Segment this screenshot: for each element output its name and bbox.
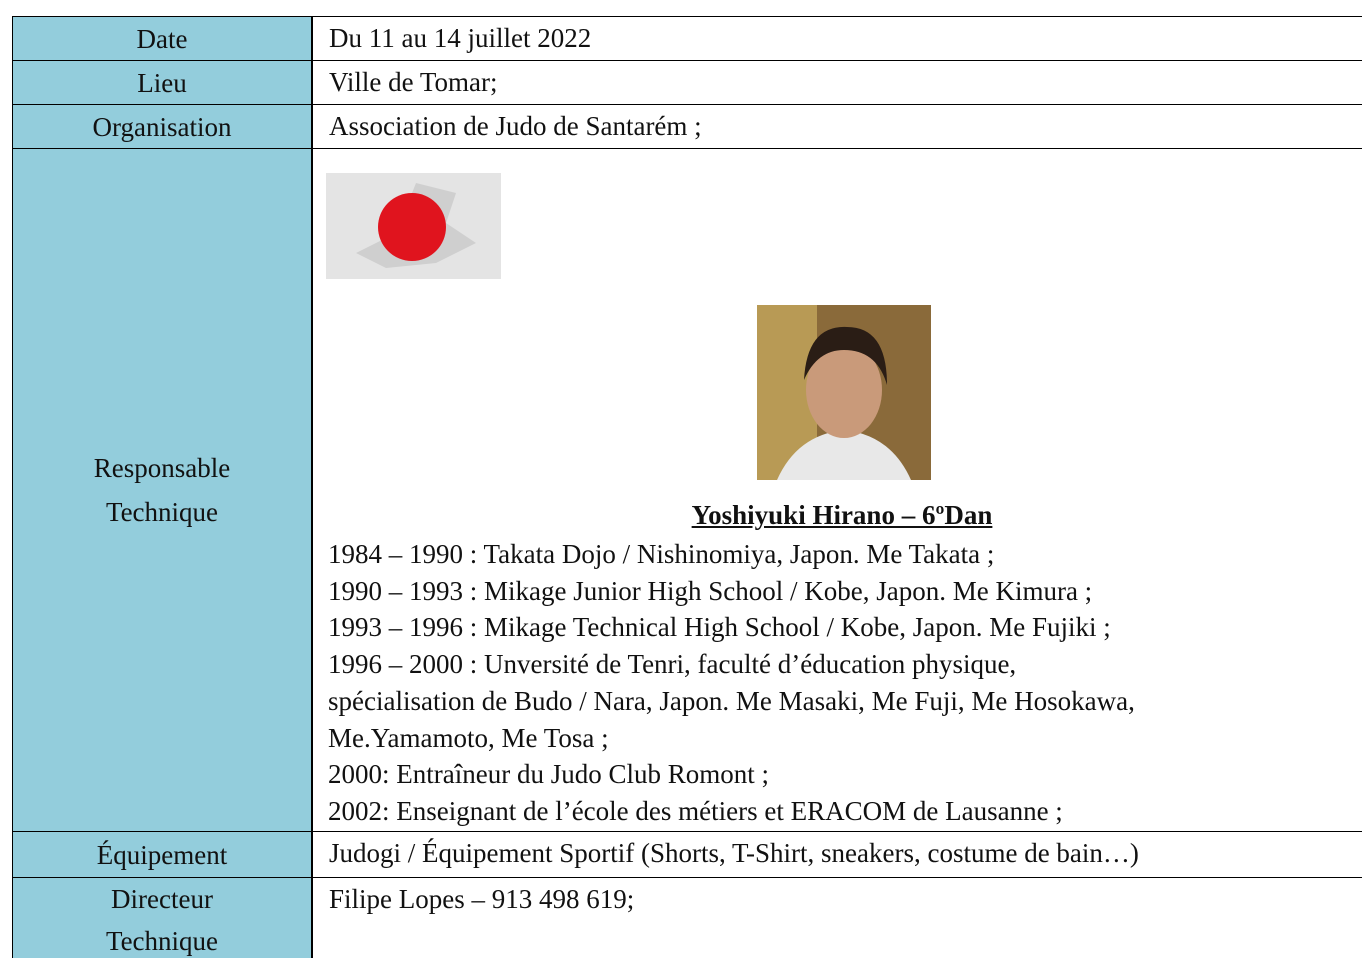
label-line: Technique — [105, 497, 219, 527]
row-value: Ville de Tomar; — [312, 60, 1362, 105]
row-value: Filipe Lopes – 913 498 619; — [312, 877, 1362, 958]
label-line: Date — [136, 23, 188, 54]
value-text: Du 11 au 14 juillet 2022 — [329, 23, 592, 53]
bio-line: 1993 – 1996 : Mikage Technical High Scho… — [328, 612, 1111, 643]
portrait-photo — [757, 305, 931, 480]
bio-line: 1990 – 1993 : Mikage Junior High School … — [328, 575, 1093, 606]
row-value: Du 11 au 14 juillet 2022 — [312, 16, 1362, 61]
bio-line: spécialisation de Budo / Nara, Japon. Me… — [328, 685, 1135, 716]
label-line: Lieu — [137, 67, 187, 98]
value-text: Association de Judo de Santarém ; — [329, 111, 702, 141]
value-text: Judogi / Équipement Sportif (Shorts, T-S… — [329, 838, 1139, 868]
instructor-name: Yoshiyuki Hirano – 6ºDan — [691, 500, 993, 530]
flag-image — [326, 173, 501, 279]
row-value: Association de Judo de Santarém ; — [312, 104, 1362, 149]
bio-line: 2002: Enseignant de l’école des métiers … — [328, 795, 1063, 826]
bio-line: 1996 – 2000 : Unversité de Tenri, facult… — [328, 649, 1017, 680]
row-label: Responsable Technique — [12, 148, 312, 832]
bio-line: Me.Yamamoto, Me Tosa ; — [328, 722, 609, 753]
bio-line: 1984 – 1990 : Takata Dojo / Nishinomiya,… — [328, 539, 995, 569]
value-text: Filipe Lopes – 913 498 619; — [329, 884, 635, 914]
label-line: Responsable — [93, 453, 231, 483]
value-text: Ville de Tomar; — [329, 67, 498, 97]
row-label: Directeur Technique — [12, 877, 312, 958]
row-label: Lieu — [12, 60, 312, 105]
bio-line: 2000: Entraîneur du Judo Club Romont ; — [328, 759, 769, 790]
label-line: Technique — [105, 926, 219, 956]
row-label: Organisation — [12, 104, 312, 149]
label-line: Organisation — [92, 111, 232, 142]
label-line: Équipement — [96, 839, 228, 870]
row-value: Judogi / Équipement Sportif (Shorts, T-S… — [312, 831, 1362, 878]
label-line: Directeur — [111, 884, 213, 914]
row-label: Date — [12, 16, 312, 61]
row-label: Équipement — [12, 831, 312, 878]
